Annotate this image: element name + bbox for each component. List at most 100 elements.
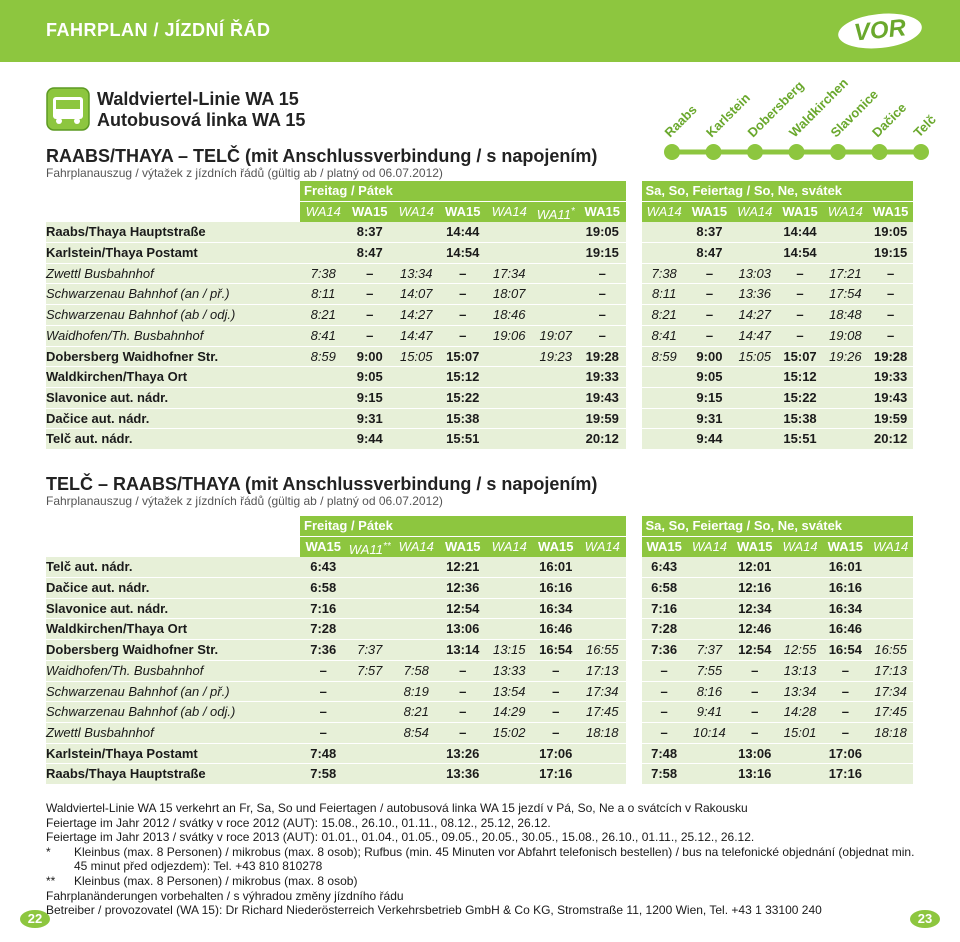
column-header: WA14 <box>300 201 347 225</box>
time-cell: 15:05 <box>393 346 440 367</box>
route-stop <box>830 144 846 160</box>
time-cell: – <box>822 681 868 702</box>
line-code: WA14 <box>873 538 909 554</box>
time-cell: 17:54 <box>822 284 868 305</box>
time-cell: 9:15 <box>346 387 393 408</box>
timetable-row: Raabs/Thaya Hauptstraße 8:37 14:44 19:05 8:3… <box>46 222 914 243</box>
time-cell: 15:12 <box>777 367 823 387</box>
time-cell: 16:01 <box>532 557 579 578</box>
time-cell: – <box>532 702 579 722</box>
line-code: WA14 <box>398 203 434 219</box>
time-cell <box>641 387 687 408</box>
time-cell: 13:33 <box>486 660 533 681</box>
time-cell <box>777 578 823 598</box>
time-cell: 13:13 <box>777 660 823 681</box>
time-cell: – <box>822 702 868 722</box>
time-cell: 15:02 <box>486 722 533 743</box>
time-cell <box>686 578 733 598</box>
time-cell <box>300 429 347 449</box>
time-cell <box>579 743 626 764</box>
column-header: WA14 <box>393 201 440 225</box>
time-cell: 17:34 <box>579 681 626 702</box>
time-cell <box>822 387 868 408</box>
time-cell: 14:44 <box>439 222 486 243</box>
time-cell <box>486 578 533 598</box>
footnote-mark: ** <box>46 873 56 888</box>
time-cell: 8:59 <box>641 346 687 367</box>
timetable-row: Waldkirchen/Thaya Ort 7:28 13:06 16:46 7:28 1… <box>46 619 914 640</box>
time-cell: 17:34 <box>486 263 533 284</box>
column-header: WA11** <box>346 536 393 560</box>
time-cell: – <box>777 325 823 346</box>
time-cell: 7:37 <box>686 640 733 660</box>
time-cell: 17:16 <box>822 764 868 784</box>
time-cell: – <box>439 325 486 346</box>
time-cell: – <box>641 681 687 702</box>
time-cell <box>732 243 778 263</box>
line-code: WA15 <box>737 538 773 554</box>
time-cell: 12:01 <box>732 557 778 578</box>
line-code: WA15 <box>305 538 341 554</box>
time-cell <box>532 243 579 263</box>
section-subtitle: Fahrplanauszug / výtažek z jízdních řádů… <box>46 166 443 180</box>
line-code: WA14 <box>646 203 682 219</box>
time-cell <box>867 557 914 578</box>
time-cell: 16:16 <box>822 578 868 598</box>
line-code: WA14 <box>398 538 434 554</box>
time-cell: 10:14 <box>686 722 733 743</box>
time-cell <box>867 598 914 619</box>
column-header: WA14 <box>867 536 914 560</box>
time-cell <box>393 243 440 263</box>
column-header: WA15 <box>300 536 347 560</box>
time-cell: 6:43 <box>300 557 347 578</box>
stop-name: Zwettl Busbahnhof <box>46 263 300 284</box>
time-cell <box>532 222 579 243</box>
time-cell: 7:36 <box>300 640 347 660</box>
time-cell: 16:54 <box>532 640 579 660</box>
time-cell: 19:05 <box>579 222 626 243</box>
time-cell: – <box>439 660 486 681</box>
time-cell: – <box>732 702 778 722</box>
column-header: WA14 <box>686 536 733 560</box>
column-header: WA14 <box>579 536 626 560</box>
time-cell <box>686 764 733 784</box>
line-code: WA15 <box>872 203 909 219</box>
time-cell: 19:59 <box>867 408 914 429</box>
time-cell: 19:15 <box>579 243 626 263</box>
time-cell: – <box>300 660 347 681</box>
time-cell: 19:33 <box>579 367 626 387</box>
time-cell <box>346 722 393 743</box>
time-cell: – <box>346 305 393 325</box>
time-cell <box>867 578 914 598</box>
time-cell <box>486 764 533 784</box>
time-cell: 12:21 <box>439 557 486 578</box>
page-number: 22 <box>20 910 50 928</box>
time-cell: 8:21 <box>393 702 440 722</box>
time-cell: 20:12 <box>867 429 914 449</box>
time-cell <box>393 743 440 764</box>
time-cell <box>686 598 733 619</box>
time-cell: – <box>822 660 868 681</box>
time-cell <box>393 578 440 598</box>
time-cell: 6:58 <box>300 578 347 598</box>
day-header-row: Freitag / Pátek Sa, So, Feiertag / So, Ne… <box>46 516 914 536</box>
time-cell <box>532 305 579 325</box>
stop-name: Dačice aut. nádr. <box>46 578 300 598</box>
time-cell: 12:54 <box>439 598 486 619</box>
time-cell <box>532 429 579 449</box>
time-cell: 15:51 <box>777 429 823 449</box>
time-cell: – <box>300 722 347 743</box>
time-cell: 19:08 <box>822 325 868 346</box>
time-cell <box>686 557 733 578</box>
time-cell <box>346 578 393 598</box>
footnote-mark: * <box>46 844 51 859</box>
time-cell: 7:48 <box>641 743 687 764</box>
line-code: WA15 <box>782 203 818 219</box>
column-header: WA15 <box>439 536 486 560</box>
time-cell: 16:54 <box>822 640 868 660</box>
stop-name: Dačice aut. nádr. <box>46 408 300 429</box>
time-cell: 7:55 <box>686 660 733 681</box>
time-cell <box>777 764 823 784</box>
time-cell: 8:47 <box>346 243 393 263</box>
time-cell <box>393 408 440 429</box>
